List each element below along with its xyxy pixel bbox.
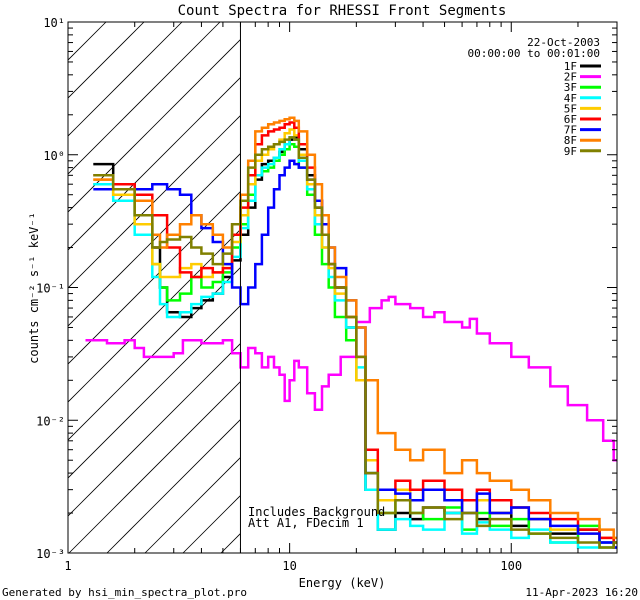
hatch-line (68, 22, 183, 137)
legend-label: 7F (564, 124, 577, 137)
legend-label: 4F (564, 92, 577, 105)
series-line-2F (85, 295, 617, 462)
hatch-line (68, 266, 241, 441)
chart-title: Count Spectra for RHESSI Front Segments (178, 3, 507, 19)
y-tick-label: 10⁻² (36, 414, 65, 428)
x-axis-label: Energy (keV) (299, 576, 386, 590)
series-line-8F (93, 116, 617, 540)
legend-label: 1F (564, 60, 577, 73)
legend-label: 9F (564, 145, 577, 158)
y-tick-label: 10⁻¹ (36, 282, 65, 296)
hatch-line (68, 380, 241, 553)
annotation-attenuator: Att A1, FDecim 1 (248, 516, 364, 530)
x-tick-label: 1 (64, 559, 71, 573)
time-range-label: 00:00:00 to 00:01:00 (468, 47, 600, 60)
hatch-line (68, 76, 241, 251)
hatch-line (68, 152, 241, 327)
annotation-background: Includes Background (248, 505, 385, 519)
hatch-line (144, 456, 241, 553)
y-tick-label: 10⁻³ (36, 547, 65, 561)
hatch-line (68, 22, 221, 175)
x-tick-label: 10 (282, 559, 296, 573)
hatch-line (68, 38, 241, 213)
series-line-4F (93, 136, 617, 549)
y-axis-ticks (68, 21, 617, 554)
y-axis-label: counts cm⁻² s⁻¹ keV⁻¹ (27, 212, 41, 364)
legend-label: 3F (564, 81, 577, 94)
hatched-region (68, 22, 241, 553)
hatch-line (220, 532, 241, 553)
hatch-line (68, 190, 241, 365)
hatch-line (106, 418, 241, 553)
y-tick-label: 10⁰ (43, 149, 65, 163)
legend-label: 6F (564, 113, 577, 126)
x-tick-label: 100 (500, 559, 522, 573)
x-axis-ticks (67, 22, 618, 553)
x-tick-labels: 1 10 100 (64, 559, 522, 573)
hatch-line (68, 342, 241, 517)
footer-generated-by: Generated by hsi_min_spectra_plot.pro (2, 586, 247, 599)
series-lines (85, 116, 617, 549)
y-tick-label: 10¹ (43, 16, 65, 30)
date-label: 22-Oct-2003 (527, 36, 600, 49)
legend-label: 5F (564, 102, 577, 115)
series-line-1F (93, 136, 617, 549)
footer-timestamp: 11-Apr-2023 16:20 (525, 586, 638, 599)
legend-label: 8F (564, 134, 577, 147)
hatch-line (68, 304, 241, 479)
legend-label: 2F (564, 71, 577, 84)
series-line-9F (93, 136, 617, 549)
hatch-line (68, 228, 241, 403)
y-tick-labels: 10⁻³ 10⁻² 10⁻¹ 10⁰ 10¹ (36, 16, 65, 561)
